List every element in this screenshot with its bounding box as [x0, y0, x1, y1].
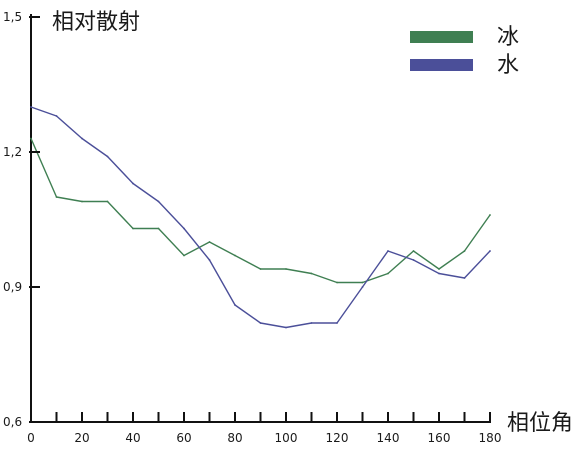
- data-point: [310, 322, 313, 324]
- y-tick-label: 1,2: [3, 145, 22, 159]
- y-tick-label: 1,5: [3, 10, 22, 24]
- legend-label-2: 水: [497, 53, 519, 78]
- data-point: [361, 286, 364, 288]
- data-point: [412, 250, 415, 252]
- data-point: [55, 115, 58, 117]
- data-point: [208, 241, 211, 243]
- x-tick-label: 60: [176, 431, 191, 445]
- data-point: [336, 322, 338, 324]
- data-point: [438, 268, 440, 270]
- data-point: [55, 196, 58, 198]
- data-point: [132, 227, 134, 230]
- data-point: [259, 268, 262, 270]
- x-tick-label: 40: [125, 431, 140, 445]
- data-point: [106, 155, 109, 158]
- legend-swatch-1: [410, 31, 473, 43]
- x-tick-label: 120: [326, 431, 349, 445]
- data-point: [234, 304, 236, 306]
- data-point: [285, 326, 287, 329]
- y-tick-label: 0,6: [3, 415, 22, 429]
- data-point: [489, 214, 491, 216]
- series-line-2: [30, 106, 491, 329]
- y-axis-label: 相对散射: [52, 10, 140, 35]
- data-point: [183, 227, 185, 230]
- data-point: [412, 259, 415, 261]
- data-point: [489, 250, 491, 252]
- y-tick-label: 0,9: [3, 280, 22, 294]
- x-tick-label: 80: [227, 431, 242, 445]
- legend-swatch-2: [410, 59, 473, 71]
- data-point: [438, 272, 440, 275]
- data-point: [463, 277, 466, 279]
- data-point: [259, 322, 262, 324]
- data-point: [208, 259, 211, 261]
- data-point: [361, 281, 364, 284]
- data-point: [132, 182, 134, 185]
- x-axis-label: 相位角: [507, 411, 573, 436]
- series-line-1: [30, 138, 491, 284]
- data-point: [157, 200, 160, 203]
- data-point: [234, 254, 236, 257]
- legend-label-1: 冰: [497, 25, 519, 50]
- x-tick-label: 100: [275, 431, 298, 445]
- data-point: [336, 281, 338, 284]
- data-point: [30, 106, 32, 108]
- data-point: [285, 268, 287, 270]
- data-point: [310, 272, 313, 275]
- data-point: [30, 137, 32, 140]
- data-point: [106, 200, 109, 203]
- x-tick-label: 140: [377, 431, 400, 445]
- data-point: [387, 272, 389, 275]
- x-tick-label: 180: [479, 431, 502, 445]
- x-tick-label: 160: [428, 431, 451, 445]
- data-point: [157, 227, 160, 230]
- x-tick-label: 20: [74, 431, 89, 445]
- data-point: [81, 137, 83, 140]
- data-point: [387, 250, 389, 252]
- data-point: [183, 254, 185, 257]
- data-point: [81, 200, 83, 203]
- x-tick-label: 0: [27, 431, 35, 445]
- data-point: [463, 250, 466, 252]
